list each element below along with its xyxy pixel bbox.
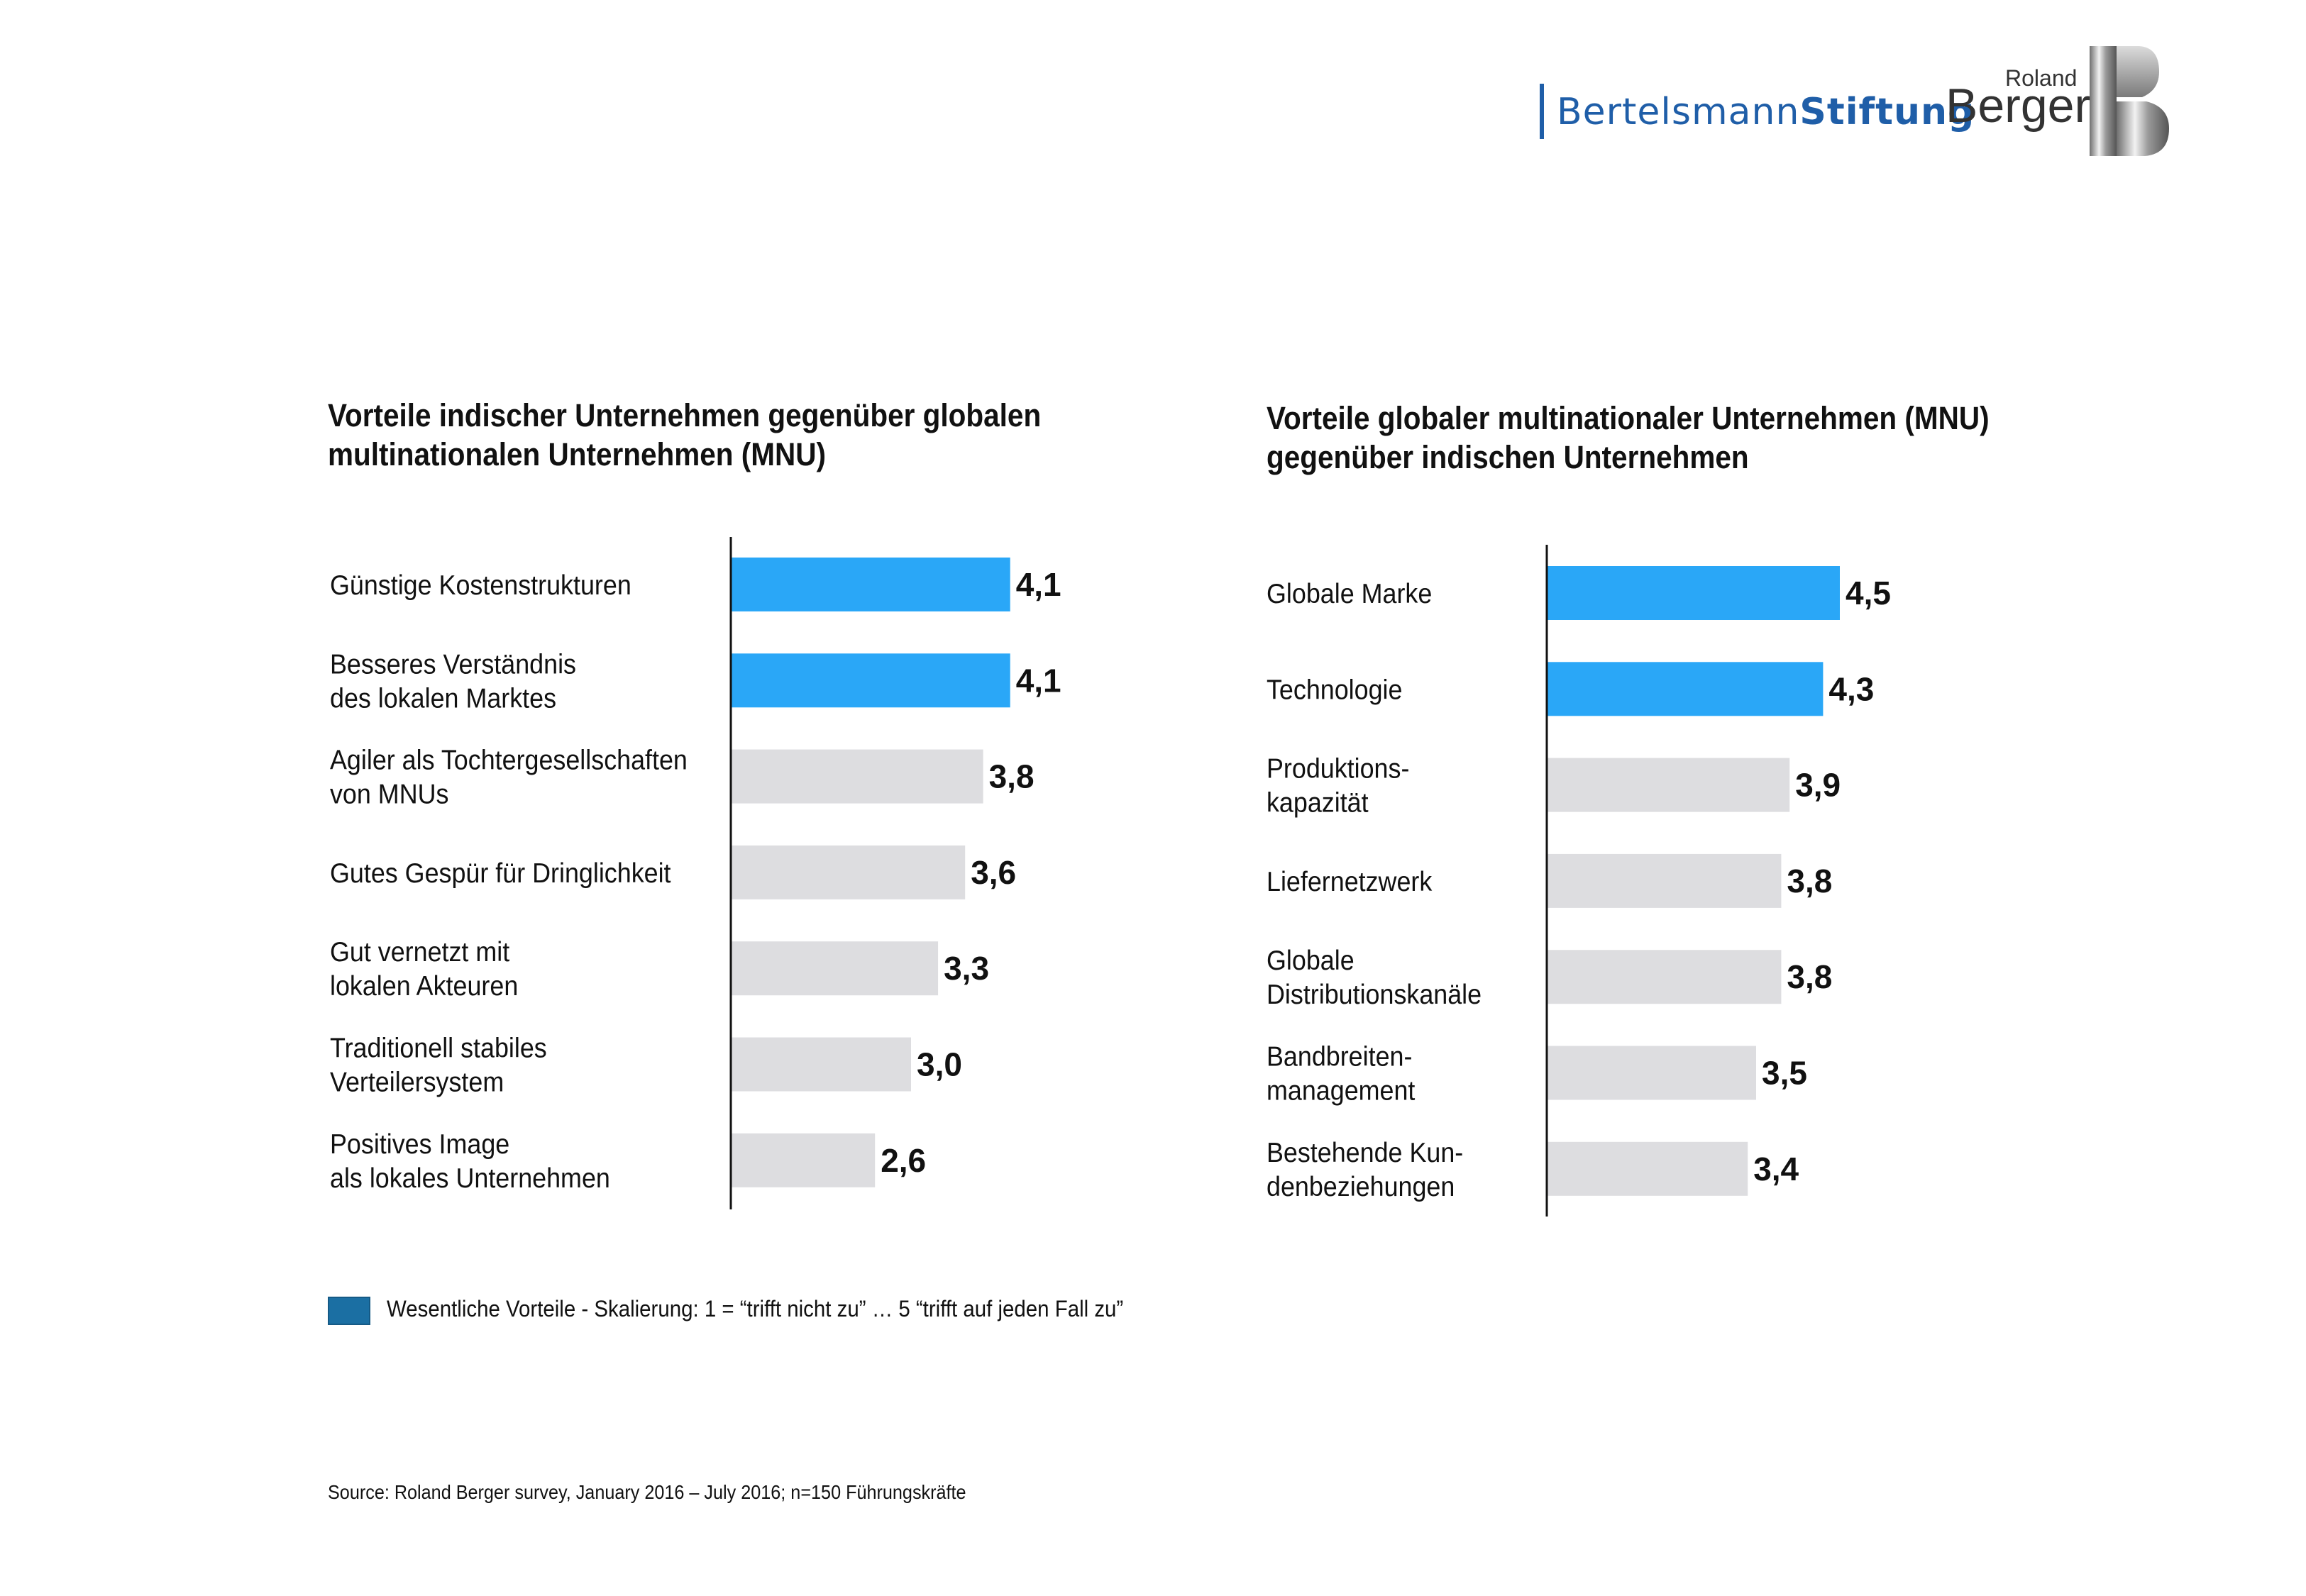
- roland-berger-logo-small: Roland: [2005, 65, 2078, 91]
- right-category-label-4-line-1: Liefernetzwerk: [1267, 866, 1433, 897]
- bertelsmann-logo-bar: [1540, 84, 1544, 139]
- right-bar-3: [1547, 758, 1790, 812]
- chart-title-right: Vorteile globaler multinationaler Untern…: [1267, 399, 1990, 477]
- left-bar-6: [731, 1037, 911, 1092]
- right-category-label-7-line-2: denbeziehungen: [1267, 1170, 1455, 1202]
- left-value-label-3: 3,8: [989, 758, 1035, 795]
- right-category-label-3-line-2: kapazität: [1267, 787, 1369, 818]
- left-category-label-3-line-1: Agiler als Tochtergesellschaften: [330, 744, 688, 775]
- right-value-label-5: 3,8: [1787, 958, 1832, 995]
- left-category-label-3-line-2: von MNUs: [330, 778, 448, 809]
- roland-berger-logo-big: Berger: [1946, 79, 2091, 133]
- bertelsmann-logo-bold: Stiftung: [1799, 91, 1975, 133]
- left-category-label-7-line-1: Positives Image: [330, 1128, 509, 1159]
- left-bar-3: [731, 749, 983, 804]
- right-bar-5: [1547, 950, 1782, 1004]
- chart-title-left-line-1: Vorteile indischer Unternehmen gegenüber…: [328, 397, 1042, 433]
- right-value-label-6: 3,5: [1762, 1055, 1807, 1092]
- left-category-label-6-line-2: Verteilersystem: [330, 1066, 504, 1097]
- left-category-label-5-line-1: Gut vernetzt mit: [330, 936, 510, 968]
- left-category-label-4-line-1: Gutes Gespür für Dringlichkeit: [330, 858, 671, 889]
- left-category-label-1-line-1: Günstige Kostenstrukturen: [330, 570, 631, 601]
- right-bar-7: [1547, 1141, 1748, 1196]
- legend-swatch: [328, 1297, 370, 1325]
- right-category-label-1-line-1: Globale Marke: [1267, 578, 1432, 609]
- right-category-label-5-line-1: Globale: [1267, 945, 1355, 976]
- left-category-label-7-line-2: als lokales Unternehmen: [330, 1162, 610, 1193]
- right-value-label-7: 3,4: [1753, 1151, 1799, 1187]
- right-bar-1: [1547, 566, 1840, 620]
- right-value-label-3: 3,9: [1795, 767, 1841, 804]
- left-category-label-2-line-2: des lokalen Marktes: [330, 682, 556, 714]
- chart-title-right-line-1: Vorteile globaler multinationaler Untern…: [1267, 400, 1990, 436]
- right-value-label-4: 3,8: [1787, 863, 1832, 899]
- bertelsmann-logo-regular: Bertelsmann: [1557, 91, 1800, 133]
- roland-berger-b-icon: [2090, 46, 2169, 156]
- right-category-label-3-line-1: Produktions-: [1267, 753, 1409, 784]
- left-value-label-1: 4,1: [1016, 566, 1061, 603]
- chart-title-left-line-2: multinationalen Unternehmen (MNU): [328, 436, 827, 472]
- left-value-label-7: 2,6: [881, 1142, 926, 1179]
- left-value-label-2: 4,1: [1016, 662, 1061, 699]
- left-category-label-5-line-2: lokalen Akteuren: [330, 970, 518, 1002]
- right-bar-6: [1547, 1046, 1756, 1100]
- left-bar-7: [731, 1133, 876, 1187]
- right-category-label-7-line-1: Bestehende Kun-: [1267, 1136, 1463, 1168]
- left-bar-2: [731, 653, 1010, 708]
- right-category-label-6-line-1: Bandbreiten-: [1267, 1041, 1412, 1072]
- left-bar-4: [731, 845, 966, 899]
- right-category-label-6-line-2: management: [1267, 1075, 1416, 1106]
- left-category-label-6-line-1: Traditionell stabiles: [330, 1032, 547, 1063]
- right-value-label-2: 4,3: [1828, 670, 1874, 707]
- right-category-label-5-line-2: Distributionskanäle: [1267, 979, 1482, 1010]
- source-note: Source: Roland Berger survey, January 20…: [328, 1481, 966, 1503]
- right-value-label-1: 4,5: [1846, 575, 1891, 611]
- left-value-label-6: 3,0: [917, 1046, 962, 1083]
- right-bar-2: [1547, 662, 1824, 716]
- chart-title-right-line-2: gegenüber indischen Unternehmen: [1267, 439, 1749, 475]
- left-bar-5: [731, 941, 939, 996]
- bertelsmann-stiftung-logo: BertelsmannStiftung: [1557, 91, 1975, 133]
- left-bar-1: [731, 558, 1010, 611]
- left-value-label-4: 3,6: [971, 854, 1016, 891]
- chart-title-left: Vorteile indischer Unternehmen gegenüber…: [328, 396, 1041, 474]
- left-category-label-2-line-1: Besseres Verständnis: [330, 648, 576, 680]
- left-value-label-5: 3,3: [944, 950, 989, 987]
- legend-text: Wesentliche Vorteile - Skalierung: 1 = “…: [387, 1296, 1124, 1321]
- right-bar-4: [1547, 853, 1782, 908]
- right-category-label-2-line-1: Technologie: [1267, 674, 1403, 705]
